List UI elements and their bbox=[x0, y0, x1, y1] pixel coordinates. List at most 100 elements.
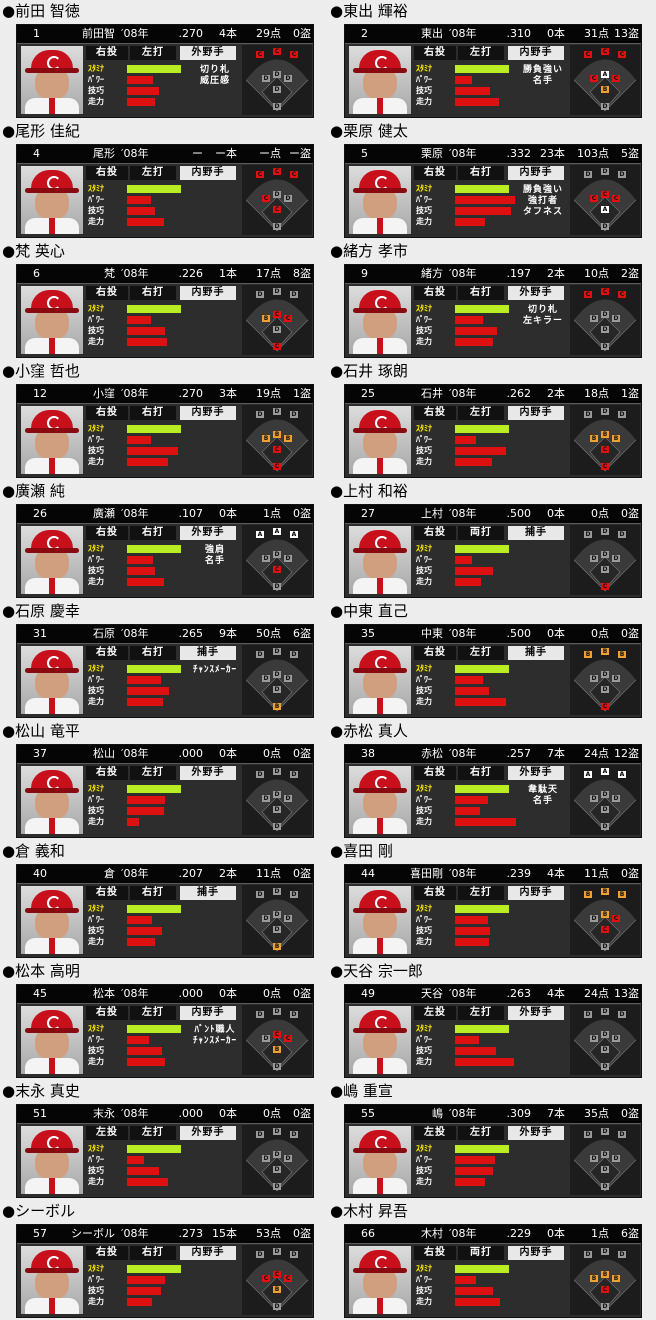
throw-hand: 右投 bbox=[86, 1006, 128, 1020]
home-runs-unit: 本 bbox=[554, 387, 565, 400]
player-card[interactable]: ●松山 竜平 37 松山 ′08年 .000 0本 0点 0盗 右投 左打 外野手 ｽﾀﾐﾅ ﾊﾟﾜｰ技… bbox=[0, 720, 314, 840]
home-runs-value: 2 bbox=[219, 867, 226, 880]
player-card[interactable]: ●倉 義和 40 倉 ′08年 .207 2本 11点 0盗 右投 右打 捕手 ｽﾀﾐﾅ ﾊﾟﾜｰ 技巧走… bbox=[0, 840, 314, 960]
home-runs: 0本 bbox=[207, 1105, 237, 1123]
player-card[interactable]: ●赤松 真人 38 赤松 ′08年 .257 7本 24点 12盗 右投 右打 外野手 ｽﾀﾐﾅ ﾊﾟﾜ… bbox=[328, 720, 642, 840]
bat-hand: 左打 bbox=[130, 766, 176, 780]
short-name: 末永 bbox=[93, 1107, 115, 1120]
stamina-label: ｽﾀﾐﾅ bbox=[416, 424, 432, 433]
runs-batted-in: 0点 bbox=[569, 625, 609, 643]
cap-icon bbox=[25, 890, 79, 913]
position-label: 捕手 bbox=[180, 886, 236, 900]
defense-grade: C bbox=[601, 926, 609, 933]
season-label: ′08年 bbox=[449, 147, 477, 160]
rbi-value: 53 bbox=[256, 1227, 270, 1240]
ability-label: 切り札 bbox=[527, 305, 558, 315]
speed-label: 走力 bbox=[416, 577, 432, 586]
technique-label: 技巧 bbox=[88, 1166, 104, 1175]
power-bar bbox=[127, 1036, 149, 1044]
player-card[interactable]: ●松本 高明 45 松本 ′08年 .000 0本 0点 0盗 右投 左打 内野手 ｽﾀﾐﾅ ﾊﾟﾜｰ技… bbox=[0, 960, 314, 1080]
home-runs: 0本 bbox=[535, 625, 565, 643]
home-runs: 4本 bbox=[535, 865, 565, 883]
runs-batted-in: 0点 bbox=[241, 985, 281, 1003]
player-card[interactable]: ●中東 直己 35 中東 ′08年 .500 0本 0点 0盗 右投 左打 捕手 ｽﾀﾐﾅ ﾊﾟﾜｰ 技巧… bbox=[328, 600, 642, 720]
player-card[interactable]: ●天谷 宗一郎 49 天谷 ′08年 .263 4本 24点 13盗 左投 左打 外野手 ｽﾀﾐﾅ ﾊﾟ… bbox=[328, 960, 642, 1080]
uniform-number: 4 bbox=[33, 147, 40, 160]
technique-bar bbox=[127, 207, 155, 215]
face-icon bbox=[363, 908, 397, 940]
home-runs-value: 0 bbox=[219, 747, 226, 760]
player-card[interactable]: ●栗原 健太 5 栗原 ′08年 .332 23本 103点 5盗 右投 右打 内野手 ｽﾀﾐﾅ ﾊﾟﾜ… bbox=[328, 120, 642, 240]
player-card[interactable]: ●東出 輝裕 2 東出 ′08年 .310 0本 31点 13盗 右投 左打 内野手 ｽﾀﾐﾅ ﾊﾟﾜｰ… bbox=[328, 0, 642, 120]
cap-icon bbox=[353, 890, 407, 913]
player-card[interactable]: ●尾形 佳紀 4 尾形 ′08年ーー本 ー点 ー盗 右投 左打 内野手 ｽﾀﾐﾅ ﾊﾟﾜｰ 技巧 走力 C… bbox=[0, 120, 314, 240]
defense-grade: C bbox=[262, 195, 270, 202]
player-name: ●嶋 重宣 bbox=[330, 1082, 393, 1100]
defense-grade: D bbox=[612, 555, 620, 562]
player-card[interactable]: ●石原 慶幸 31 石原 ′08年 .265 9本 50点 6盗 右投 右打 捕手 ｽﾀﾐﾅ ﾊﾟﾜｰ技… bbox=[0, 600, 314, 720]
rbi-unit: 点 bbox=[270, 1107, 281, 1120]
defense-grade: C bbox=[612, 195, 620, 202]
bat-hand: 左打 bbox=[458, 646, 504, 660]
power-bar bbox=[455, 556, 472, 564]
uniform-number: 12 bbox=[33, 387, 47, 400]
player-name: ●天谷 宗一郎 bbox=[330, 962, 423, 980]
steals-value: 0 bbox=[621, 507, 628, 520]
player-card[interactable]: ●石井 琢朗 25 石井 ′08年 .262 2本 18点 1盗 右投 左打 内野手 ｽﾀﾐﾅ ﾊﾟﾜｰ… bbox=[328, 360, 642, 480]
technique-bar bbox=[127, 927, 162, 935]
defense-grade: B bbox=[584, 651, 592, 658]
stamina-bar bbox=[455, 665, 509, 673]
runs-batted-in: 29点 bbox=[241, 25, 281, 43]
speed-bar bbox=[455, 98, 499, 106]
technique-label: 技巧 bbox=[88, 206, 104, 215]
player-card[interactable]: ●シーボル 57 シーボル ′08年 .273 15本 53点 0盗 右投 右打 内野手 ｽﾀﾐﾅ ﾊﾟ… bbox=[0, 1200, 314, 1320]
player-card[interactable]: ●木村 昇吾 66 木村 ′08年 .229 0本 1点 6盗 右投 両打 内野手 ｽﾀﾐﾅ ﾊﾟﾜｰ技… bbox=[328, 1200, 642, 1320]
technique-bar bbox=[455, 567, 493, 575]
face-icon bbox=[363, 428, 397, 460]
player-card[interactable]: ●喜田 剛 44 喜田剛 ′08年 .239 4本 11点 0盗 右投 左打 内野手 ｽﾀﾐﾅ ﾊﾟﾜｰ… bbox=[328, 840, 642, 960]
player-panel: 1 前田智 ′08年 .270 4本 29点 0盗 右投 左打 外野手 ｽﾀﾐﾅ ﾊﾟﾜｰ 技巧 走力 切り… bbox=[16, 24, 314, 118]
player-card[interactable]: ●小窪 哲也 12 小窪 ′08年 .270 3本 19点 1盗 右投 右打 内野手 ｽﾀﾐﾅ ﾊﾟﾜｰ… bbox=[0, 360, 314, 480]
batting-average: .273 bbox=[178, 1227, 204, 1240]
player-card[interactable]: ●上村 和裕 27 上村 ′08年 .500 0本 0点 0盗 右投 両打 捕手 ｽﾀﾐﾅ ﾊﾟﾜｰ 技巧… bbox=[328, 480, 642, 600]
steals-unit: 盗 bbox=[628, 1107, 639, 1120]
player-card[interactable]: ●廣瀬 純 26 廣瀬 ′08年 .107 0本 1点 0盗 右投 右打 外野手 ｽﾀﾐﾅ ﾊﾟﾜｰ 技巧… bbox=[0, 480, 314, 600]
player-card[interactable]: ●嶋 重宣 55 嶋 ′08年 .309 7本 35点 0盗 左投 左打 外野手 ｽﾀﾐﾅ ﾊﾟﾜｰ 技巧… bbox=[328, 1080, 642, 1200]
defense-grade: B bbox=[618, 651, 626, 658]
defense-grade: C bbox=[273, 1271, 281, 1278]
rbi-value: ー bbox=[259, 147, 270, 160]
rbi-value: 0 bbox=[591, 507, 598, 520]
ability-label: 強打者 bbox=[527, 196, 558, 206]
home-runs: 7本 bbox=[535, 745, 565, 763]
defense-grade: B bbox=[601, 888, 609, 895]
defense-grade: B bbox=[273, 943, 281, 950]
home-runs-value: 2 bbox=[547, 267, 554, 280]
defense-grade: D bbox=[273, 648, 281, 655]
technique-label: 技巧 bbox=[88, 326, 104, 335]
player-card[interactable]: ●末永 真史 51 末永 ′08年 .000 0本 0点 0盗 左投 左打 外野手 ｽﾀﾐﾅ ﾊﾟﾜｰ技… bbox=[0, 1080, 314, 1200]
batting-average: .107 bbox=[178, 507, 204, 520]
power-label: ﾊﾟﾜｰ bbox=[416, 1155, 432, 1164]
face-icon bbox=[363, 668, 397, 700]
uniform-icon bbox=[25, 938, 79, 954]
defense-grade: D bbox=[256, 291, 264, 298]
uniform-icon bbox=[25, 1058, 79, 1074]
face-icon bbox=[35, 788, 69, 820]
steals-value: 0 bbox=[621, 627, 628, 640]
defense-grade: D bbox=[612, 795, 620, 802]
defense-grade: D bbox=[584, 1131, 592, 1138]
player-card[interactable]: ●緒方 孝市 9 緒方 ′08年 .197 2本 10点 2盗 右投 右打 外野手 ｽﾀﾐﾅ ﾊﾟﾜｰ技… bbox=[328, 240, 642, 360]
power-bar bbox=[127, 556, 153, 564]
ability-label: 切り札 bbox=[199, 65, 230, 75]
season-label: ′08年 bbox=[121, 1227, 149, 1240]
defense-grade: B bbox=[262, 435, 270, 442]
uniform-icon bbox=[353, 1298, 407, 1314]
player-card[interactable]: ●梵 英心 6 梵 ′08年 .226 1本 17点 8盗 右投 右打 内野手 ｽﾀﾐﾅ ﾊﾟﾜｰ 技巧走… bbox=[0, 240, 314, 360]
cap-logo-icon bbox=[375, 1016, 389, 1030]
player-panel: 27 上村 ′08年 .500 0本 0点 0盗 右投 両打 捕手 ｽﾀﾐﾅ ﾊﾟﾜｰ 技巧 走力 D D D D… bbox=[344, 504, 642, 598]
cap-icon bbox=[25, 50, 79, 73]
defense-grade: D bbox=[601, 1183, 609, 1190]
ability-label: 韋駄天 bbox=[527, 785, 558, 795]
player-card[interactable]: ●前田 智徳 1 前田智 ′08年 .270 4本 29点 0盗 右投 左打 外野手 ｽﾀﾐﾅ ﾊﾟﾜｰ… bbox=[0, 0, 314, 120]
position-label: 外野手 bbox=[508, 766, 564, 780]
